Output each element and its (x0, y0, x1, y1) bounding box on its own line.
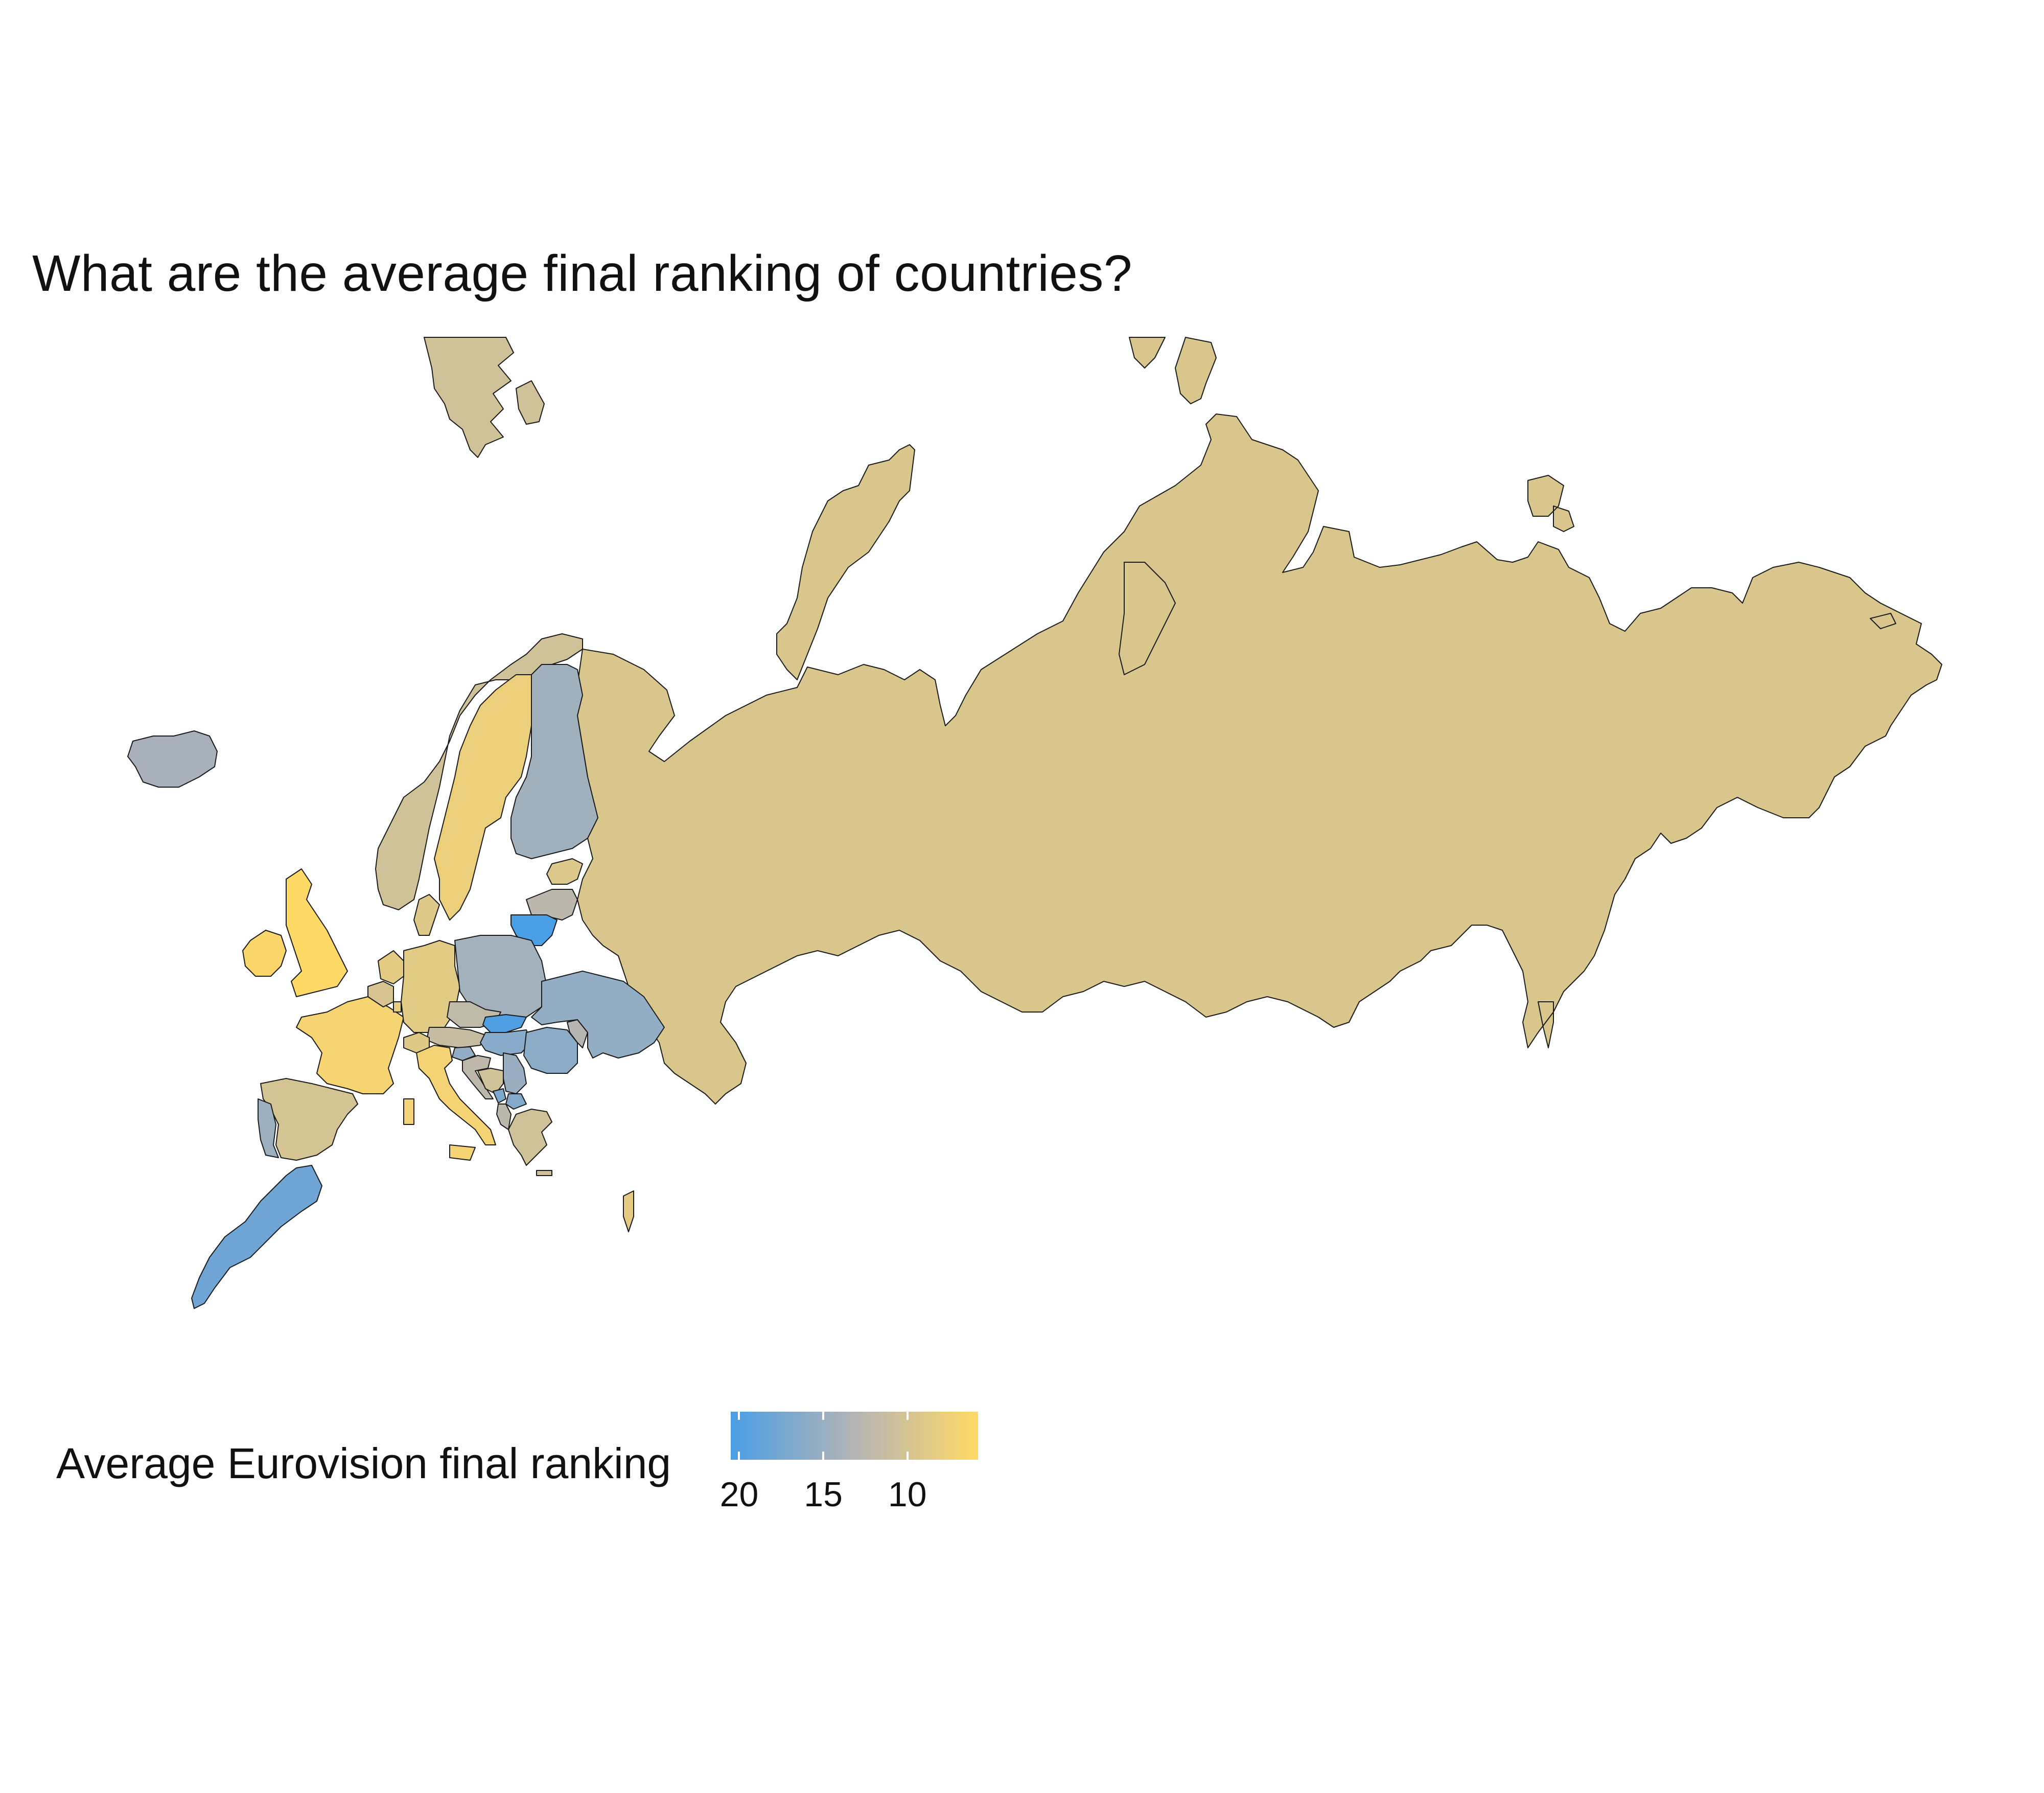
country-ireland[interactable] (242, 930, 287, 977)
legend-tick-label: 20 (719, 1475, 759, 1514)
legend-tick-label: 10 (888, 1475, 927, 1514)
country-austria[interactable] (426, 1027, 486, 1048)
country-svalbard[interactable] (424, 337, 545, 458)
legend-color-bar (731, 1412, 978, 1460)
country-hungary[interactable] (480, 1029, 532, 1056)
country-estonia[interactable] (546, 858, 583, 885)
country-morocco[interactable] (191, 1165, 322, 1309)
legend-tick-mark (738, 1412, 740, 1420)
country-slovakia[interactable] (482, 1014, 527, 1033)
country-montenegro[interactable] (493, 1088, 506, 1104)
country-poland[interactable] (454, 935, 547, 1018)
legend-tick-mark (906, 1412, 909, 1420)
legend-title: Average Eurovision final ranking (56, 1439, 671, 1487)
country-albania[interactable] (496, 1104, 512, 1130)
country-ukraine[interactable] (531, 971, 665, 1059)
country-italy[interactable] (403, 1045, 496, 1161)
country-portugal[interactable] (258, 1098, 279, 1158)
country-north-macedonia[interactable] (505, 1093, 527, 1110)
country-malta[interactable] (623, 1190, 634, 1232)
country-denmark[interactable] (413, 894, 440, 936)
legend-tick-mark (822, 1412, 825, 1420)
country-luxembourg[interactable] (393, 1001, 402, 1013)
country-greece[interactable] (508, 1109, 552, 1176)
country-spain[interactable] (260, 1078, 358, 1161)
legend-tick-mark (822, 1452, 825, 1460)
country-netherlands[interactable] (378, 950, 404, 984)
country-russia[interactable] (577, 337, 1942, 1105)
country-sweden[interactable] (434, 674, 537, 921)
country-iceland[interactable] (127, 730, 218, 788)
map-title: What are the average final ranking of co… (32, 245, 1133, 302)
legend-tick-mark (906, 1452, 909, 1460)
country-finland[interactable] (510, 664, 598, 859)
country-united-kingdom[interactable] (286, 868, 348, 997)
country-bosnia[interactable] (477, 1068, 504, 1094)
legend-tick-mark (738, 1452, 740, 1460)
country-france[interactable] (296, 996, 404, 1094)
legend-tick-label: 15 (804, 1475, 843, 1514)
country-serbia[interactable] (503, 1052, 527, 1094)
country-romania[interactable] (523, 1027, 578, 1074)
country-norway[interactable] (375, 633, 583, 910)
